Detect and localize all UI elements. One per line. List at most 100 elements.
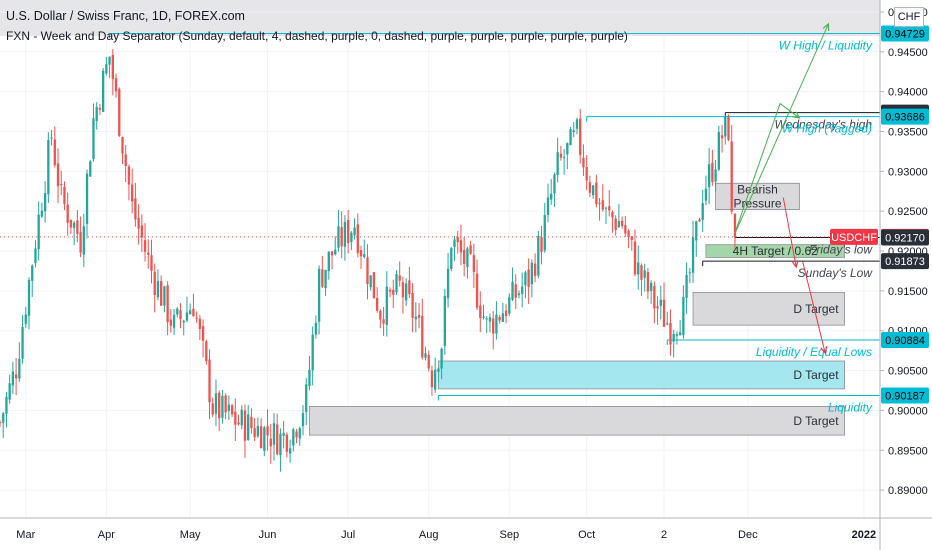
candle-body <box>272 423 276 445</box>
candle-body <box>324 269 327 289</box>
price-badge <box>881 229 929 246</box>
candle-body <box>440 348 443 369</box>
candle-body <box>537 236 540 276</box>
candle-body <box>160 281 163 306</box>
candle-body <box>185 312 189 321</box>
candle-body <box>672 333 675 342</box>
candle-body <box>37 214 40 250</box>
level-label: Wednesday's high <box>775 118 873 132</box>
candle-body <box>588 182 592 193</box>
candle-body <box>669 322 672 345</box>
price-badge-text: 0.90884 <box>885 335 925 347</box>
candle-body <box>556 152 559 175</box>
candle-body <box>111 55 114 80</box>
candle-body <box>666 323 669 325</box>
candle-body <box>385 286 388 325</box>
price-axis[interactable]: 0.950000.945000.940000.935000.930000.925… <box>879 0 928 550</box>
x-tick-label: Oct <box>578 529 595 541</box>
projection-arrowhead <box>822 22 830 31</box>
symbol-title[interactable]: U.S. Dollar / Swiss Franc, 1D, FOREX.com <box>6 9 245 23</box>
candle-body <box>514 284 517 298</box>
candle-body <box>43 193 47 212</box>
candle-body <box>27 279 31 316</box>
y-tick-label: 0.90000 <box>888 405 928 417</box>
candle-body <box>691 237 695 273</box>
candle-body <box>337 226 340 248</box>
candle-body <box>524 272 527 286</box>
candle-body <box>359 250 363 257</box>
candle-body <box>92 118 95 160</box>
candle-body <box>649 282 653 291</box>
candle-body <box>208 359 211 403</box>
candle-body <box>327 251 330 271</box>
candle-body <box>72 222 76 228</box>
candle-body <box>153 271 156 295</box>
candle-body <box>366 257 369 285</box>
time-axis[interactable]: Mar Apr May Jun Jul Aug Sep Oct 2 Dec 2022 <box>0 517 932 541</box>
candle-body <box>643 270 646 278</box>
x-tick-label: Jun <box>259 529 277 541</box>
candle-body <box>421 316 424 358</box>
candle-body <box>172 314 176 328</box>
symbol-badge-text: USDCHF <box>831 232 877 244</box>
candle-body <box>56 163 60 187</box>
candle-body <box>240 409 243 426</box>
y-tick-label: 0.94500 <box>888 47 928 59</box>
candle-body <box>169 319 173 326</box>
candle-body <box>21 326 24 359</box>
currency-button[interactable]: CHF <box>894 7 924 27</box>
candle-body <box>608 206 611 211</box>
candle-body <box>498 316 501 321</box>
price-badge-text: 0.94729 <box>885 29 925 41</box>
candle-body <box>350 232 353 243</box>
x-tick-label: Apr <box>98 529 115 541</box>
candle-body <box>143 240 147 252</box>
candle-body <box>8 383 11 400</box>
target-zone <box>437 360 845 390</box>
candle-body <box>727 116 730 140</box>
zone-label: Bearish <box>737 182 778 196</box>
candle-body <box>463 249 466 265</box>
y-tick-label: 0.92500 <box>888 206 928 218</box>
candle-body <box>60 183 63 185</box>
candle-body <box>189 310 192 315</box>
candle-body <box>375 297 379 311</box>
candle-body <box>211 403 214 415</box>
candle-body <box>247 414 250 441</box>
candle-body <box>282 432 285 436</box>
price-badge-text: 0.92170 <box>885 232 925 244</box>
candle-body <box>450 248 453 269</box>
candle-body <box>466 248 469 268</box>
candle-body <box>546 197 550 215</box>
candle-body <box>707 164 711 188</box>
candle-body <box>11 371 15 386</box>
candle-body <box>408 280 411 295</box>
candle-body <box>308 369 311 387</box>
candle-body <box>601 200 604 210</box>
candle-body <box>218 392 221 419</box>
price-badge <box>881 253 929 270</box>
level-label: W High (Tagged) <box>782 122 872 136</box>
candle-body <box>404 283 408 301</box>
candle-body <box>511 281 514 300</box>
candle-body <box>656 306 659 309</box>
candle-body <box>730 141 733 212</box>
target-zone <box>309 406 845 436</box>
candle-body <box>140 225 143 238</box>
candle-body <box>340 227 343 247</box>
candle-body <box>424 353 427 358</box>
candle-body <box>285 434 289 452</box>
projection-paths <box>734 22 830 355</box>
x-tick-label: Aug <box>419 529 439 541</box>
candle-body <box>346 220 350 243</box>
candle-body <box>259 426 263 449</box>
price-badge <box>881 25 929 42</box>
projection-path <box>734 23 829 234</box>
candle-body <box>595 182 598 205</box>
candle-body <box>363 254 366 258</box>
candle-body <box>569 129 572 146</box>
indicator-legend[interactable]: FXN - Week and Day Separator (Sunday, de… <box>6 29 628 43</box>
candle-body <box>227 404 231 411</box>
candle-body <box>711 162 714 183</box>
